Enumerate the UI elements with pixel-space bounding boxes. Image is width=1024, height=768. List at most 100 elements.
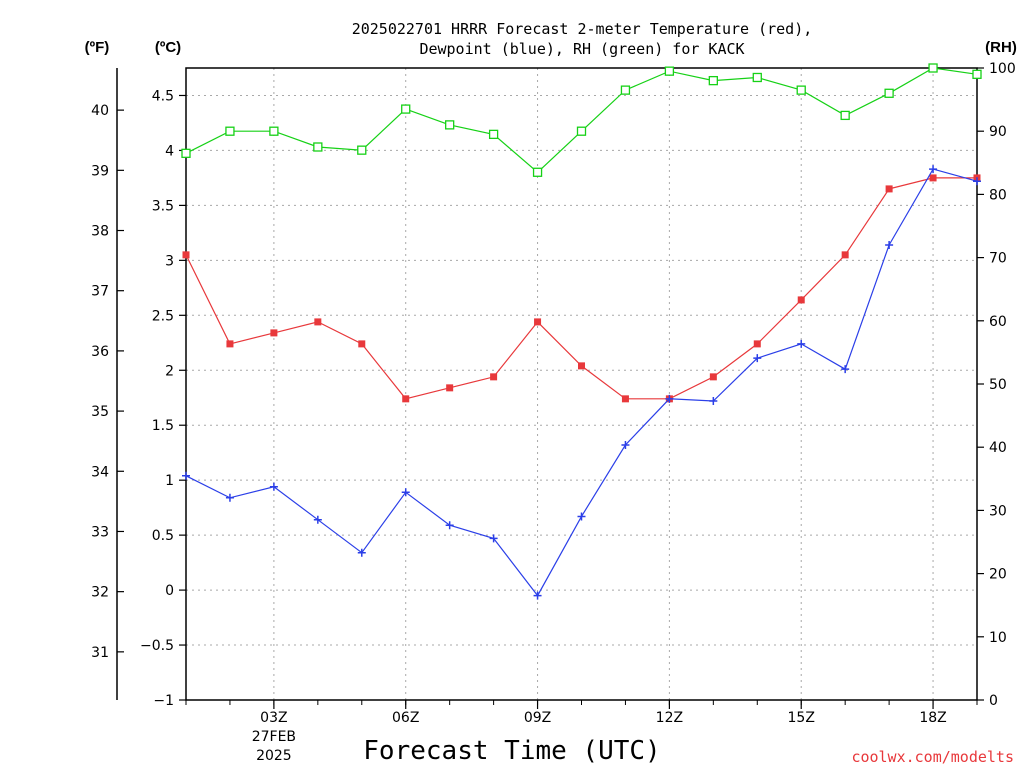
dewpoint-point	[973, 177, 981, 186]
temperature-point	[753, 340, 761, 348]
celsius-tick-label: 0	[165, 583, 174, 599]
celsius-tick-label: 1.5	[152, 418, 174, 434]
rh-axis-label: (RH)	[985, 39, 1017, 56]
dewpoint-point	[797, 339, 806, 348]
fahrenheit-ticks: 31 32 33 34 35 36 37 38 39 40	[91, 103, 124, 661]
celsius-axis-label: (ºC)	[155, 39, 181, 56]
dewpoint-point	[929, 165, 938, 174]
plot-frame	[185, 67, 978, 701]
fahrenheit-tick-label: 35	[91, 404, 109, 420]
time-tick-label: 06Z	[392, 710, 419, 726]
rh-line	[185, 67, 978, 174]
rh-tick-label: 70	[989, 251, 1007, 267]
dewpoint-point	[533, 591, 542, 600]
rh-point	[401, 104, 411, 114]
temperature-point	[885, 185, 893, 193]
rh-tick-label: 40	[989, 440, 1007, 456]
celsius-tick-label: −0.5	[140, 638, 174, 654]
grid-lines	[186, 68, 977, 700]
year-label: 2025	[256, 748, 292, 764]
dewpoint-point	[269, 482, 278, 491]
celsius-tick-label: 4	[165, 143, 174, 159]
rh-point	[225, 126, 235, 136]
rh-point	[532, 167, 543, 177]
dewpoint-point	[621, 441, 630, 450]
temperature-point	[578, 362, 585, 370]
time-tick-label: 03Z	[260, 710, 287, 726]
fahrenheit-tick-label: 40	[91, 103, 109, 119]
x-axis-title: Forecast Time (UTC)	[363, 736, 660, 766]
rh-tick-label: 100	[989, 61, 1016, 77]
time-ticks: 03Z 27FEB 2025 06Z 09Z 12Z 15Z 18Z	[185, 700, 978, 764]
rh-point	[796, 85, 806, 95]
rh-point	[884, 88, 894, 98]
rh-point	[972, 69, 982, 79]
celsius-ticks: −1 −0.5 0 0.5 1 1.5 2 2.5 3 3.5 4 4.5	[140, 88, 186, 709]
credit-link[interactable]: coolwx.com/modelts	[851, 748, 1014, 766]
dewpoint-line	[185, 168, 978, 597]
dewpoint-point	[841, 365, 850, 374]
chart-title-line1: 2025022701 HRRR Forecast 2-meter Tempera…	[352, 20, 813, 38]
fahrenheit-tick-label: 32	[91, 585, 109, 601]
rh-point	[928, 63, 938, 73]
dewpoint-point	[182, 471, 190, 480]
rh-tick-label: 80	[989, 187, 1007, 203]
rh-point	[576, 126, 587, 136]
time-tick-label: 12Z	[656, 710, 683, 726]
temperature-point	[534, 318, 542, 326]
celsius-tick-label: 3	[165, 253, 174, 269]
rh-tick-label: 0	[989, 693, 998, 709]
dewpoint-point	[489, 534, 498, 543]
fahrenheit-tick-label: 36	[91, 344, 109, 360]
temperature-point	[402, 395, 410, 403]
rh-tick-label: 30	[989, 503, 1007, 519]
time-tick-label: 15Z	[788, 710, 815, 726]
rh-point	[488, 129, 499, 140]
temperature-point	[841, 251, 849, 259]
celsius-tick-label: 1	[165, 473, 174, 489]
rh-point	[181, 148, 191, 158]
rh-point	[357, 145, 367, 155]
rh-ticks: 0 10 20 30 40 50 60 70 80 90 100	[977, 61, 1016, 709]
dewpoint-point	[577, 512, 586, 521]
dewpoint-point	[709, 397, 718, 406]
time-tick-label: 18Z	[919, 710, 946, 726]
celsius-tick-label: 3.5	[152, 198, 174, 214]
temperature-point	[314, 318, 322, 326]
temperature-point	[621, 395, 629, 403]
dewpoint-point	[885, 240, 894, 249]
rh-point	[313, 142, 323, 152]
rh-point	[840, 110, 850, 121]
temperature-point	[490, 373, 498, 381]
fahrenheit-tick-label: 37	[91, 284, 109, 300]
rh-tick-label: 20	[989, 567, 1007, 583]
celsius-tick-label: 4.5	[152, 88, 174, 104]
rh-tick-label: 50	[989, 377, 1007, 393]
rh-point	[620, 85, 631, 95]
dewpoint-point	[445, 521, 454, 530]
temperature-point	[226, 340, 234, 348]
fahrenheit-tick-label: 31	[91, 645, 109, 661]
dewpoint-point	[357, 548, 366, 557]
chart-title-line2: Dewpoint (blue), RH (green) for KACK	[419, 40, 744, 58]
rh-point	[269, 126, 279, 136]
celsius-tick-label: 0.5	[152, 528, 174, 544]
temperature-point	[929, 174, 937, 182]
celsius-tick-label: 2	[165, 363, 174, 379]
time-tick-label: 09Z	[524, 710, 551, 726]
fahrenheit-tick-label: 34	[91, 464, 109, 480]
rh-point	[445, 120, 455, 130]
fahrenheit-tick-label: 38	[91, 224, 109, 240]
temperature-point	[270, 329, 278, 337]
rh-point	[708, 75, 718, 86]
temperature-point	[182, 251, 190, 259]
temperature-point	[358, 340, 366, 348]
dewpoint-point	[401, 488, 410, 497]
fahrenheit-tick-label: 39	[91, 163, 109, 179]
fahrenheit-axis-label: (ºF)	[85, 39, 110, 56]
rh-point	[664, 66, 675, 76]
dewpoint-point	[665, 394, 674, 403]
temperature-point	[446, 384, 454, 392]
rh-tick-label: 60	[989, 314, 1007, 330]
